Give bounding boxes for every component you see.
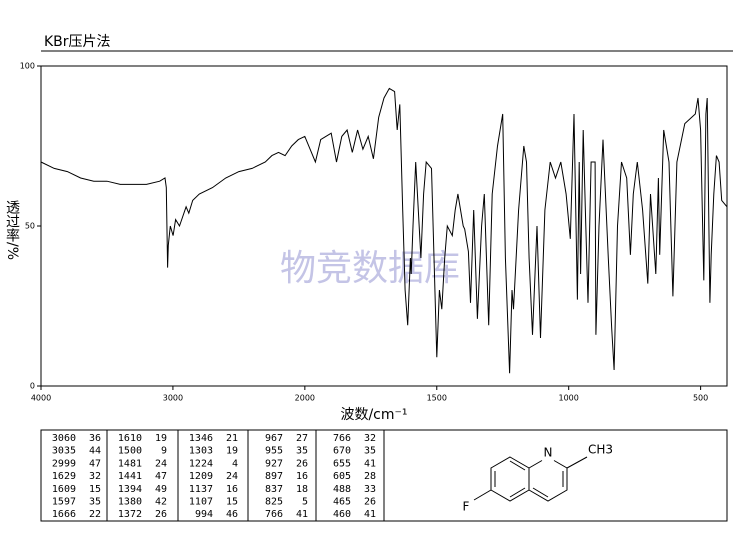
- peak-transmittance: 35: [89, 497, 101, 508]
- peak-wavenumber: 1372: [118, 509, 142, 520]
- peak-wavenumber: 1394: [118, 484, 142, 495]
- peak-wavenumber: 1107: [189, 497, 213, 508]
- peak-transmittance: 46: [226, 509, 238, 520]
- x-axis-label: 波数/cm⁻¹: [340, 407, 407, 423]
- chart-title: KBr压片法: [44, 34, 111, 50]
- peak-transmittance: 47: [89, 458, 101, 469]
- double-bond: [532, 487, 549, 498]
- peak-transmittance: 15: [226, 497, 238, 508]
- peak-transmittance: 26: [364, 497, 376, 508]
- peak-wavenumber: 994: [195, 509, 213, 520]
- benzene-ring: [490, 456, 530, 502]
- x-tick-label: 4000: [31, 394, 51, 403]
- peak-transmittance: 49: [155, 484, 167, 495]
- peak-wavenumber: 465: [333, 497, 351, 508]
- peak-wavenumber: 605: [333, 471, 351, 482]
- peak-transmittance: 32: [89, 471, 101, 482]
- spectrum-line: [40, 87, 728, 374]
- y-tick-label: 100: [20, 62, 35, 71]
- peak-transmittance: 9: [161, 446, 167, 457]
- atom-label: N: [544, 446, 553, 460]
- peak-wavenumber: 1441: [118, 471, 142, 482]
- watermark: 物竞数据库: [280, 248, 460, 289]
- double-bond: [509, 460, 526, 471]
- bond: [473, 489, 492, 501]
- peak-wavenumber: 460: [333, 509, 351, 520]
- atom-label: CH3: [588, 443, 613, 457]
- peak-wavenumber: 955: [265, 446, 283, 457]
- peak-transmittance: 22: [89, 509, 101, 520]
- peak-transmittance: 28: [364, 471, 376, 482]
- bond: [528, 460, 543, 469]
- peak-transmittance: 5: [302, 497, 308, 508]
- peak-transmittance: 32: [364, 433, 376, 444]
- peak-transmittance: 19: [226, 446, 238, 457]
- peak-wavenumber: 1629: [52, 471, 76, 482]
- double-bond: [509, 487, 526, 498]
- y-tick-label: 50: [25, 222, 35, 231]
- peak-transmittance: 18: [296, 484, 308, 495]
- peak-wavenumber: 897: [265, 471, 283, 482]
- peak-wavenumber: 3060: [52, 433, 76, 444]
- peak-transmittance: 33: [364, 484, 376, 495]
- peak-transmittance: 24: [226, 471, 238, 482]
- peak-transmittance: 26: [296, 458, 308, 469]
- peak-transmittance: 47: [155, 471, 167, 482]
- atom-label: F: [463, 500, 470, 514]
- x-tick-label: 2000: [295, 394, 315, 403]
- peak-wavenumber: 1209: [189, 471, 213, 482]
- peak-wavenumber: 967: [265, 433, 283, 444]
- structure: [473, 456, 588, 502]
- peak-wavenumber: 825: [265, 497, 283, 508]
- peak-wavenumber: 1224: [189, 458, 213, 469]
- peak-transmittance: 15: [89, 484, 101, 495]
- peak-wavenumber: 1609: [52, 484, 76, 495]
- peak-transmittance: 16: [296, 471, 308, 482]
- peak-transmittance: 44: [89, 446, 101, 457]
- peak-transmittance: 26: [155, 509, 167, 520]
- peak-wavenumber: 1346: [189, 433, 213, 444]
- peak-wavenumber: 655: [333, 458, 351, 469]
- peak-wavenumber: 3035: [52, 446, 76, 457]
- bond: [528, 460, 568, 502]
- peak-transmittance: 42: [155, 497, 167, 508]
- peak-wavenumber: 1500: [118, 446, 142, 457]
- y-tick-label: 0: [30, 382, 35, 391]
- peak-transmittance: 21: [226, 433, 238, 444]
- peak-wavenumber: 488: [333, 484, 351, 495]
- peak-wavenumber: 766: [265, 509, 283, 520]
- peak-wavenumber: 1481: [118, 458, 142, 469]
- peak-transmittance: 35: [364, 446, 376, 457]
- peak-transmittance: 36: [89, 433, 101, 444]
- peak-wavenumber: 1303: [189, 446, 213, 457]
- peak-wavenumber: 2999: [52, 458, 76, 469]
- peak-transmittance: 41: [364, 458, 376, 469]
- peak-wavenumber: 927: [265, 458, 283, 469]
- peak-wavenumber: 670: [333, 446, 351, 457]
- x-tick-label: 500: [693, 394, 708, 403]
- x-tick-label: 1500: [427, 394, 447, 403]
- peak-wavenumber: 1610: [118, 433, 142, 444]
- peak-transmittance: 41: [364, 509, 376, 520]
- peak-wavenumber: 1666: [52, 509, 76, 520]
- peak-wavenumber: 1380: [118, 497, 142, 508]
- plot-frame: [40, 65, 728, 387]
- peak-wavenumber: 837: [265, 484, 283, 495]
- peak-wavenumber: 1137: [189, 484, 213, 495]
- peak-wavenumber: 1597: [52, 497, 76, 508]
- peak-transmittance: 27: [296, 433, 308, 444]
- x-tick-label: 1000: [559, 394, 579, 403]
- peak-transmittance: 16: [226, 484, 238, 495]
- bond: [566, 456, 588, 469]
- peak-transmittance: 4: [232, 458, 238, 469]
- peak-wavenumber: 766: [333, 433, 351, 444]
- peak-transmittance: 35: [296, 446, 308, 457]
- x-tick-label: 3000: [163, 394, 183, 403]
- peak-transmittance: 24: [155, 458, 167, 469]
- peak-transmittance: 41: [296, 509, 308, 520]
- y-axis-label: 透过率/%: [4, 200, 20, 260]
- peak-transmittance: 19: [155, 433, 167, 444]
